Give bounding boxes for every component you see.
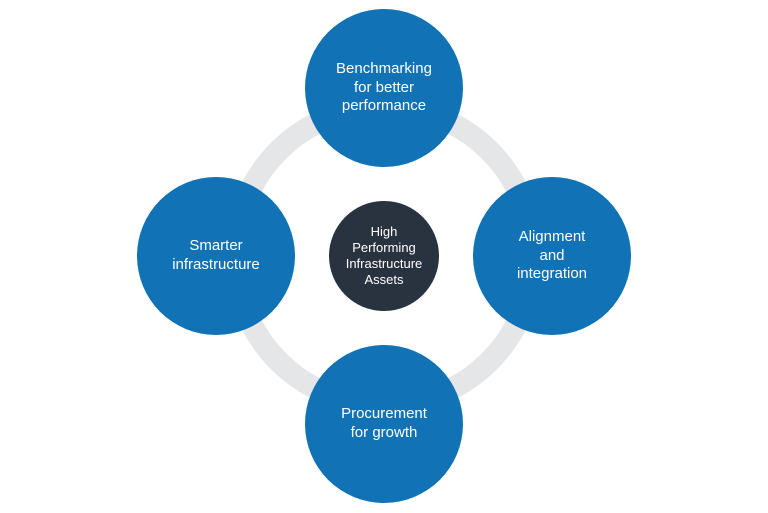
outer-node-label: Smarter infrastructure: [162, 237, 270, 275]
diagram-canvas: High Performing Infrastructure Assets Be…: [0, 0, 768, 513]
outer-node-top: Benchmarking for better performance: [305, 9, 463, 167]
outer-node-label: Alignment and integration: [507, 228, 597, 284]
center-node: High Performing Infrastructure Assets: [329, 201, 439, 311]
outer-node-label: Benchmarking for better performance: [326, 60, 442, 116]
outer-node-right: Alignment and integration: [473, 177, 631, 335]
outer-node-left: Smarter infrastructure: [137, 177, 295, 335]
outer-node-label: Procurement for growth: [331, 405, 437, 443]
center-node-label: High Performing Infrastructure Assets: [336, 224, 433, 289]
outer-node-bottom: Procurement for growth: [305, 345, 463, 503]
